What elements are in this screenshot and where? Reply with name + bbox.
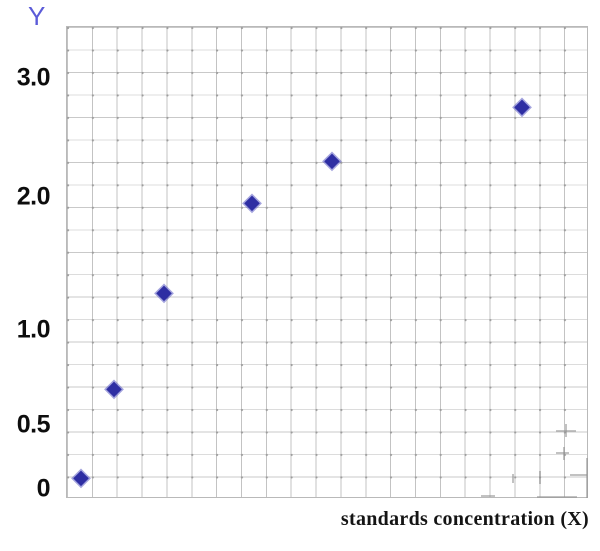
y-tick-label: 0.5 [16,410,51,439]
scan-artifact [563,447,565,460]
y-tick-label: 3.0 [16,63,51,92]
x-axis-title: standards concentration (X) [340,508,589,530]
scan-artifact [565,424,567,437]
y-tick-label: 0 [36,474,51,503]
y-tick-label: 1.0 [16,315,51,344]
scan-artifact [481,495,495,497]
scan-artifact [537,496,577,498]
y-axis-title: Y [28,1,46,31]
scan-artifact [556,452,569,454]
plot-area [66,26,588,498]
scan-artifact [512,474,514,483]
y-tick-label: 2.0 [16,182,51,211]
scan-artifact [570,474,587,476]
scan-artifact [539,471,541,484]
scan-artifact [586,458,588,498]
